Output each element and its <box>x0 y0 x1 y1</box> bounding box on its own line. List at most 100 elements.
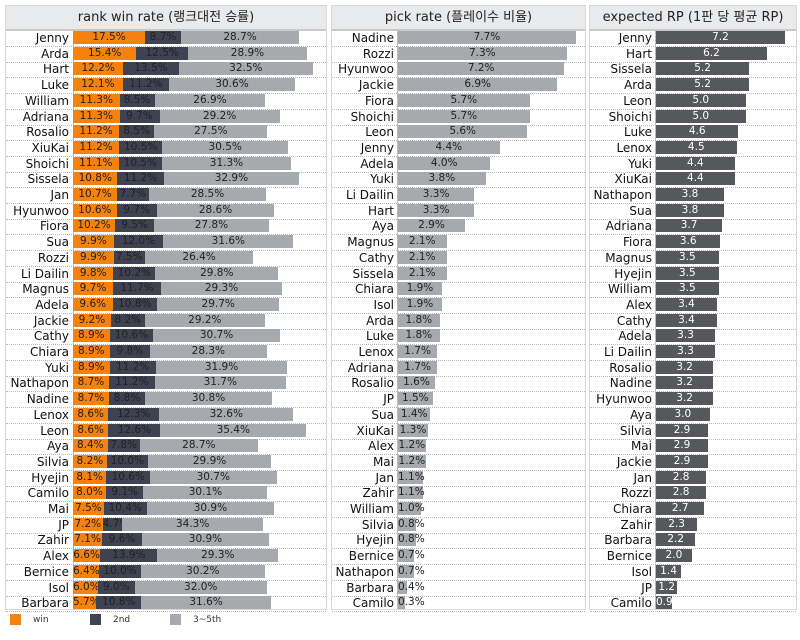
category-label: Li Dailin <box>603 345 652 359</box>
chart-row: Alex 6.6% 13.9% 29.3% <box>6 548 326 566</box>
legend-label-win: win <box>33 614 49 625</box>
category-label: Sissela <box>27 172 69 187</box>
category-label: Nadine <box>351 31 394 45</box>
category-label: Hart <box>625 46 652 61</box>
chart-row: Jenny 17.5% 8.7% 28.7% <box>6 30 326 47</box>
bar-2nd: 9.0% <box>97 580 135 594</box>
bar-win: 11.2% <box>73 140 120 154</box>
chart-row: Chiara 2.7 <box>590 501 796 518</box>
chart-row: Bernice 6.4% 10.0% 30.2% <box>6 564 326 581</box>
bar-value: 1.2 <box>656 580 678 594</box>
win-rate-title: rank win rate (랭크대전 승률) <box>6 6 326 31</box>
chart-row: Lenox 1.7% <box>332 344 585 361</box>
chart-row: Alex 3.4 <box>590 297 796 314</box>
bar-value: 1.0% <box>398 502 425 515</box>
category-label: Sua <box>371 407 394 422</box>
bar-value: 2.1% <box>398 250 447 264</box>
bar-value: 1.2% <box>398 454 426 468</box>
bar-win: 8.9% <box>73 329 110 343</box>
category-label: Fiora <box>365 93 394 108</box>
bar-value: 1.7% <box>398 360 438 374</box>
category-label: Li Dailin <box>345 188 394 202</box>
bar-win: 8.9% <box>73 345 110 358</box>
chart-row: Nathapon 3.8 <box>590 187 796 204</box>
chart-row: Chiara 8.9% 9.8% 28.3% <box>6 344 326 361</box>
bar-value: 2.1% <box>398 266 447 280</box>
bar-2nd: 8.8% <box>108 392 146 406</box>
chart-row: Fiora 3.6 <box>590 234 796 252</box>
category-label: Alex <box>43 549 69 564</box>
bar-win: 11.2% <box>73 125 120 139</box>
chart-row: Li Dailin 3.3% <box>332 187 585 204</box>
chart-row: Magnus 2.1% <box>332 234 585 252</box>
bar-win: 12.2% <box>73 62 124 76</box>
chart-row: Rozzi 2.8 <box>590 485 796 503</box>
category-label: Lenox <box>33 407 69 422</box>
chart-row: Luke 1.8% <box>332 328 585 346</box>
category-label: Leon <box>623 93 652 108</box>
chart-row: Arda 15.4% 12.5% 28.9% <box>6 46 326 63</box>
bar-value: 3.7 <box>656 219 723 233</box>
chart-row: Yuki 4.4 <box>590 156 796 173</box>
bar-3-5th: 31.3% <box>161 156 291 170</box>
category-label: Alex <box>626 297 652 312</box>
bar-win: 8.6% <box>73 423 109 437</box>
bar-value: 4.6 <box>656 125 739 139</box>
chart-row: Leon 5.6% <box>332 124 585 142</box>
bar-win: 6.0% <box>73 580 100 594</box>
category-label: Leon <box>365 125 394 140</box>
bar-3-5th: 29.8% <box>155 266 279 280</box>
chart-row: Aya 8.4% 7.8% 28.7% <box>6 438 326 456</box>
pick-rate-panel: pick rate (플레이수 비율) Nadine 7.7% Rozzi 7.3% H… <box>331 5 586 613</box>
chart-row: Jenny 7.2 <box>590 30 796 47</box>
chart-row: Shoichi 5.0 <box>590 109 796 126</box>
category-label: Luke <box>41 78 69 93</box>
chart-row: Hart 3.3% <box>332 203 585 220</box>
bar-2nd: 10.6% <box>109 329 154 343</box>
bar-3-5th: 26.4% <box>144 250 254 264</box>
category-label: Cathy <box>33 329 69 344</box>
category-label: Cathy <box>358 250 394 265</box>
bar-2nd: 12.5% <box>136 46 188 60</box>
win-rate-panel: rank win rate (랭크대전 승률) Jenny 17.5% 8.7% 28… <box>5 5 327 613</box>
chart-row: Shoichi 5.7% <box>332 109 585 126</box>
chart-row: Arda 1.8% <box>332 313 585 330</box>
bar-3-5th: 31.9% <box>155 360 288 374</box>
bar-value: 6.2 <box>656 46 767 60</box>
chart-row: Arda 5.2 <box>590 77 796 95</box>
chart-row: Sissela 2.1% <box>332 266 585 283</box>
category-label: Adela <box>618 329 652 344</box>
bar-value: 2.8 <box>656 486 707 500</box>
category-label: Barbara <box>21 596 69 611</box>
bar-win: 8.4% <box>73 439 108 453</box>
chart-row: Barbara 2.2 <box>590 532 796 550</box>
bar-win: 9.9% <box>73 235 114 249</box>
bar-3-5th: 31.6% <box>163 235 294 249</box>
bar-value: 4.5 <box>656 140 737 154</box>
category-label: Isol <box>48 580 69 595</box>
bar-value: 1.9% <box>398 297 442 311</box>
category-label: Lenox <box>358 345 394 359</box>
category-label: Hart <box>42 62 69 77</box>
bar-2nd: 10.2% <box>113 266 156 280</box>
category-label: Jan <box>375 470 395 485</box>
bar-value: 2.9 <box>656 439 708 453</box>
legend-win: win <box>10 614 49 625</box>
bar-3-5th: 27.5% <box>154 125 268 139</box>
category-label: XiuKai <box>356 423 394 438</box>
bar-value: 2.3 <box>656 517 698 531</box>
bar-win: 6.4% <box>73 564 100 578</box>
bar-3-5th: 32.9% <box>163 172 300 186</box>
bar-value: 0.9 <box>656 596 673 610</box>
bar-value: 3.8 <box>656 203 725 217</box>
bar-2nd: 12.6% <box>108 423 161 437</box>
bar-3-5th: 29.3% <box>157 549 279 563</box>
bar-win: 8.9% <box>73 360 110 374</box>
bar-value: 1.7% <box>398 345 438 358</box>
legend-swatch-win <box>10 614 21 625</box>
bar-win: 9.7% <box>73 282 113 296</box>
bar-value: 5.2 <box>656 78 750 92</box>
category-label: Aya <box>630 407 652 422</box>
bar-value: 3.6 <box>656 235 721 249</box>
chart-row: Adriana 11.3% 9.7% 29.2% <box>6 109 326 126</box>
